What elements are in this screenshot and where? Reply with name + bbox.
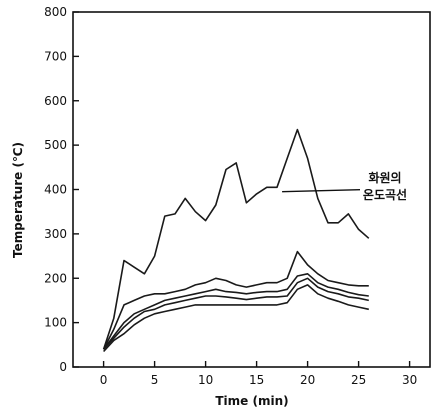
series-line-4: [103, 277, 369, 350]
series-line-3: [102, 272, 369, 350]
x-axis-label: Time (min): [215, 394, 288, 408]
y-tick-label: 400: [44, 183, 67, 197]
x-tick-label: 15: [249, 373, 264, 387]
x-tick-label: 0: [100, 373, 108, 387]
series-line-1: [102, 128, 370, 350]
x-tick-label: 5: [151, 373, 159, 387]
series-lines: [102, 128, 370, 353]
y-tick-label: 500: [44, 138, 67, 152]
y-tick-label: 300: [44, 227, 67, 241]
y-tick-label: 200: [44, 271, 67, 285]
annotation-label-line1: 화원의: [368, 170, 401, 185]
series-line-5: [103, 284, 369, 353]
y-tick-label: 700: [44, 49, 67, 63]
annotation: 화원의 온도곡선: [282, 170, 407, 202]
y-tick-label: 100: [44, 316, 67, 330]
x-tick-label: 25: [351, 373, 366, 387]
x-axis: 0 5 10 15 20 25 30: [100, 361, 417, 387]
series-line-2: [102, 250, 369, 350]
y-tick-label: 600: [44, 94, 67, 108]
x-tick-label: 20: [300, 373, 315, 387]
x-tick-label: 30: [402, 373, 417, 387]
annotation-leader-line: [282, 189, 361, 193]
x-tick-label: 10: [198, 373, 213, 387]
y-tick-label: 0: [59, 360, 67, 374]
y-tick-label: 800: [44, 5, 67, 19]
y-axis-label: Temperature (℃): [11, 142, 25, 258]
y-axis: 0 100 200 300 400 500 600 700 800: [44, 5, 79, 374]
annotation-label-line2: 온도곡선: [363, 187, 407, 202]
